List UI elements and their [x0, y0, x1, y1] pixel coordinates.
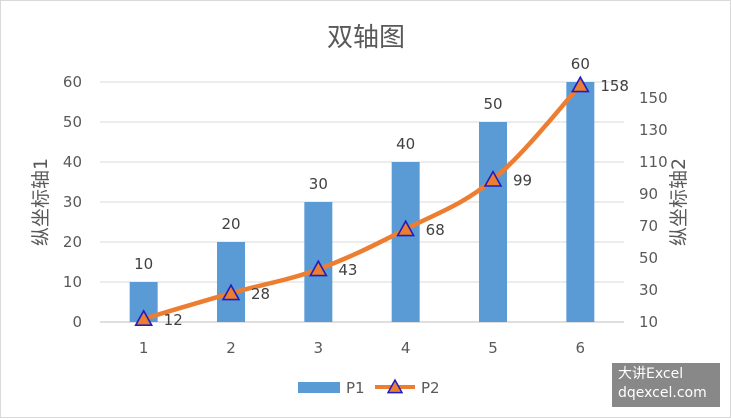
line-marker	[221, 283, 241, 301]
y-tick-label-left: 10	[63, 273, 82, 291]
y-tick-label-right: 110	[639, 153, 668, 171]
x-tick-label: 4	[401, 339, 411, 357]
legend-swatch-p1	[298, 382, 340, 393]
bar	[217, 242, 245, 322]
y-axis-title-left: 纵坐标轴1	[30, 158, 52, 246]
watermark-line-2: dqexcel.com	[618, 385, 707, 401]
line-data-label: 43	[338, 261, 357, 279]
y-tick-label-left: 30	[63, 193, 82, 211]
line-marker	[134, 309, 154, 327]
y-tick-label-left: 20	[63, 233, 82, 251]
y-tick-label-left: 60	[63, 73, 82, 91]
legend-label-p1: P1	[346, 379, 365, 397]
bar-data-label: 30	[309, 175, 328, 193]
bar	[479, 122, 507, 322]
bar-data-label: 50	[483, 95, 502, 113]
y-tick-label-right: 90	[639, 185, 658, 203]
bar-data-label: 20	[221, 215, 240, 233]
legend-label-p2: P2	[421, 379, 440, 397]
line-data-label: 99	[513, 172, 532, 190]
line-marker	[570, 75, 590, 93]
x-tick-label: 2	[226, 339, 236, 357]
data-labels: 10 20 30 40 50 60 12 28 43 68 99 158	[134, 55, 629, 329]
y-tick-label-right: 150	[639, 89, 668, 107]
y-tick-label-right: 10	[639, 313, 658, 331]
x-tick-label: 6	[576, 339, 586, 357]
y-tick-label-left: 50	[63, 113, 82, 131]
legend-swatch-p2-marker	[386, 378, 404, 394]
x-tick-label: 3	[314, 339, 324, 357]
bar	[391, 162, 420, 322]
bar-data-label: 40	[396, 135, 415, 153]
line-data-label: 158	[600, 77, 629, 95]
line-series-p2	[134, 75, 590, 327]
y-tick-label-left: 40	[63, 153, 82, 171]
line-marker	[483, 169, 503, 187]
y-tick-label-right: 50	[639, 249, 658, 267]
line-data-label: 28	[251, 285, 270, 303]
bar-data-label: 10	[134, 255, 153, 273]
watermark-badge: 大讲Excel dqexcel.com	[612, 363, 720, 407]
x-tick-label: 5	[488, 339, 498, 357]
gridlines	[100, 81, 624, 323]
y-tick-label-right: 130	[639, 121, 668, 139]
bar	[566, 82, 595, 322]
chart-title: 双轴图	[327, 23, 405, 53]
bar-data-label: 60	[571, 55, 590, 73]
y-tick-label-right: 70	[639, 217, 658, 235]
y-tick-label-left: 0	[72, 313, 82, 331]
line-marker	[396, 219, 416, 237]
y-tick-label-right: 30	[639, 281, 658, 299]
line-data-label: 68	[426, 221, 445, 239]
legend: P1 P2	[298, 378, 440, 397]
bar-series-p1	[129, 82, 595, 322]
x-tick-label: 1	[139, 339, 149, 357]
watermark-line-1: 大讲Excel	[618, 366, 684, 382]
line-marker	[308, 259, 328, 277]
line-data-label: 12	[164, 311, 183, 329]
y-axis-title-right: 纵坐标轴2	[668, 158, 690, 246]
